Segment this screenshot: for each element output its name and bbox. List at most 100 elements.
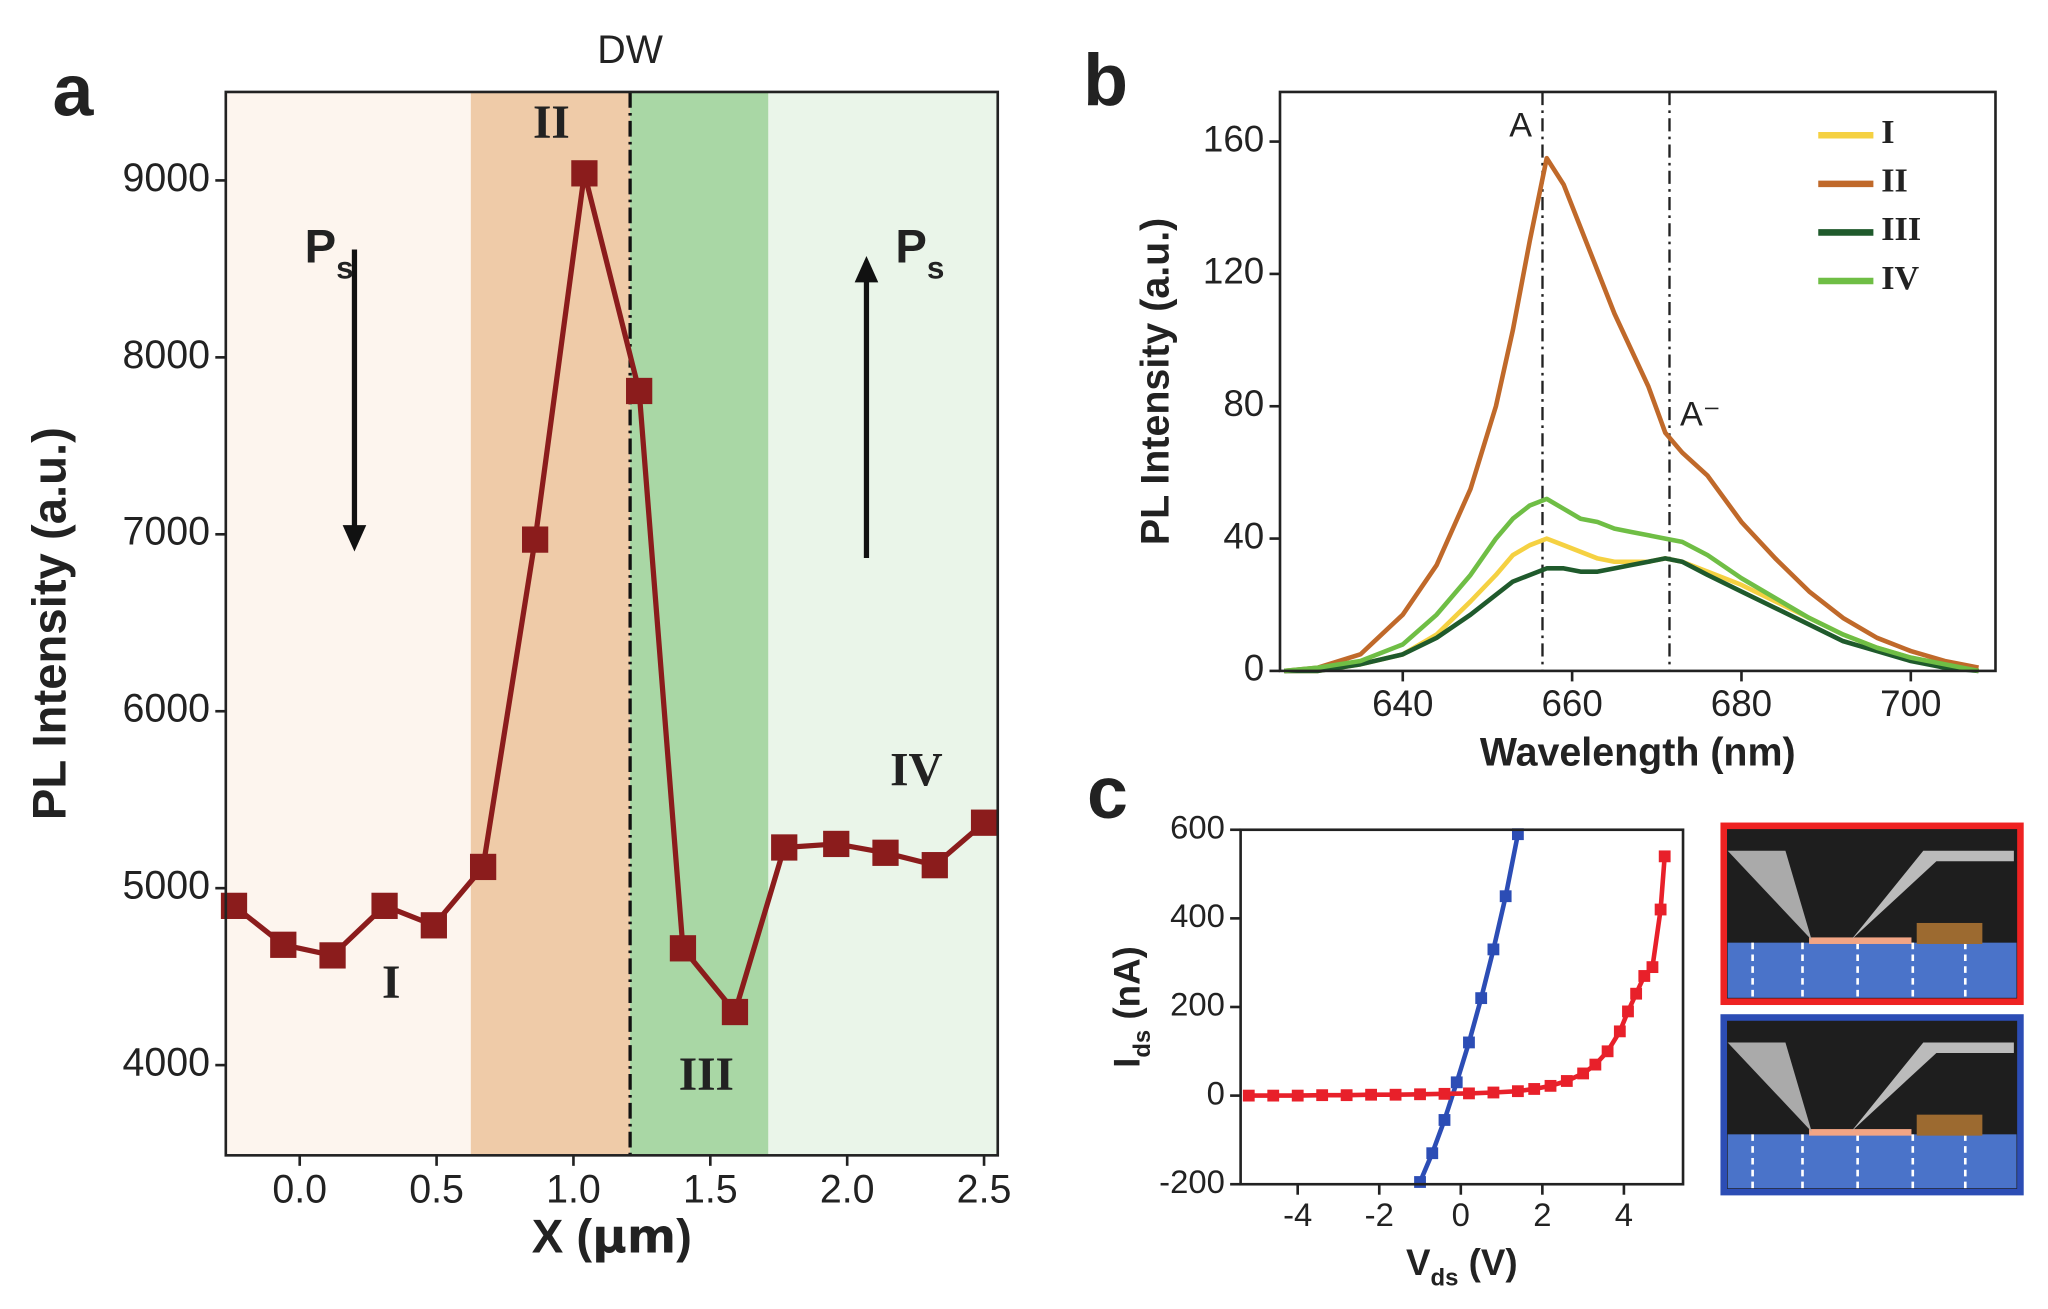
x-tick-label: 660	[1541, 683, 1602, 724]
x-tick-label: 1.0	[546, 1168, 601, 1212]
arrow-head	[854, 256, 879, 283]
marker	[1414, 1088, 1426, 1101]
marker	[1511, 1085, 1524, 1098]
marker	[1511, 828, 1524, 841]
marker	[521, 526, 549, 553]
text-part: V	[1406, 1242, 1431, 1283]
region	[225, 91, 471, 1156]
text-part: (V)	[1458, 1242, 1517, 1283]
region	[630, 91, 769, 1156]
marker	[1438, 1087, 1451, 1100]
region-label: II	[533, 97, 570, 149]
x-label: X (μm)	[532, 1209, 692, 1264]
marker	[1365, 1088, 1378, 1101]
marker	[1577, 1067, 1590, 1080]
marker	[1622, 1005, 1634, 1018]
y-tick-label: 0	[1244, 648, 1264, 689]
region	[470, 91, 631, 1156]
x-tick-label: 0.0	[272, 1168, 327, 1212]
marker	[1475, 992, 1488, 1005]
inset-device	[1720, 1014, 2024, 1196]
y-label: PL Intensity (a.u.)	[1133, 218, 1177, 545]
y-label: PL Intensity (a.u.)	[24, 427, 77, 820]
text-part: X (	[532, 1210, 593, 1263]
marker	[872, 839, 899, 866]
marker	[1426, 1147, 1439, 1160]
text-part: μm	[592, 1209, 676, 1264]
plot-frame	[1239, 828, 1685, 1186]
text-part: P	[305, 221, 337, 274]
polarization-label: Ps	[305, 221, 354, 286]
region-label: IV	[890, 744, 943, 796]
panel-letter: b	[1083, 38, 1128, 121]
y-tick-label: 80	[1223, 383, 1264, 424]
peak-label: A	[1509, 107, 1532, 145]
marker	[319, 942, 346, 969]
x-label: Wavelength (nm)	[1480, 730, 1796, 774]
marker	[1340, 1089, 1353, 1102]
x-tick-label: -4	[1283, 1196, 1312, 1233]
plot-frame	[224, 90, 1000, 1157]
marker	[1316, 1089, 1329, 1102]
legend-label: II	[1881, 163, 1908, 200]
series-line	[1284, 155, 1979, 674]
y-tick-label: 200	[1170, 986, 1225, 1023]
y-tick-label: 6000	[122, 687, 210, 731]
legend-label: III	[1881, 211, 1921, 248]
x-tick-label: 2.0	[820, 1168, 875, 1212]
x-tick-label: 0.5	[409, 1168, 464, 1212]
panel-letter: a	[53, 49, 95, 132]
x-tick-label: 2	[1533, 1196, 1551, 1233]
marker	[1487, 943, 1500, 956]
series-line	[1417, 833, 1521, 1183]
text-part: ds	[1431, 1264, 1459, 1291]
marker	[270, 931, 297, 958]
marker	[1589, 1058, 1602, 1071]
marker	[921, 852, 948, 879]
series-line	[1284, 496, 1979, 674]
marker	[1560, 1075, 1573, 1087]
y-tick-label: -200	[1159, 1163, 1225, 1200]
marker	[1487, 1086, 1500, 1099]
marker	[626, 377, 653, 405]
text-part: I	[1107, 1058, 1148, 1068]
x-tick-label: 680	[1711, 683, 1772, 724]
x-tick-label: 1.5	[683, 1168, 738, 1212]
marker	[1463, 1036, 1475, 1049]
marker	[1438, 1114, 1451, 1126]
marker	[1267, 1089, 1280, 1102]
marker	[1528, 1083, 1541, 1095]
series-line	[232, 170, 986, 1015]
y-tick-label: 160	[1203, 118, 1264, 159]
text-part: s	[336, 249, 354, 285]
marker	[371, 892, 398, 919]
marker	[1613, 1025, 1626, 1038]
x-label: Vds (V)	[1406, 1242, 1518, 1292]
marker	[1389, 1088, 1402, 1101]
marker	[1450, 1076, 1463, 1089]
marker	[1463, 1087, 1475, 1100]
marker	[469, 853, 497, 881]
marker	[1638, 970, 1651, 982]
panel-letter: c	[1087, 751, 1128, 834]
y-tick-label: 5000	[122, 864, 210, 908]
x-tick-label: 0	[1452, 1196, 1470, 1233]
x-tick-label: 640	[1372, 683, 1433, 724]
inset-device	[1720, 822, 2024, 1006]
marker	[1414, 1176, 1426, 1188]
y-tick-label: 9000	[122, 156, 210, 200]
marker	[1601, 1045, 1614, 1058]
y-tick-label: 8000	[122, 333, 210, 377]
y-label: Ids (nA)	[1107, 946, 1157, 1068]
x-tick-label: 700	[1880, 683, 1941, 724]
marker	[571, 160, 598, 187]
text-part: )	[676, 1210, 692, 1263]
y-tick-label: 4000	[122, 1041, 210, 1085]
marker	[1291, 1089, 1304, 1102]
y-tick-label: 7000	[122, 510, 210, 554]
y-tick-label: 600	[1170, 808, 1225, 845]
text-part: P	[895, 221, 927, 274]
marker	[1630, 987, 1643, 1000]
y-tick-label: 400	[1170, 897, 1225, 934]
series-line	[1248, 856, 1667, 1098]
